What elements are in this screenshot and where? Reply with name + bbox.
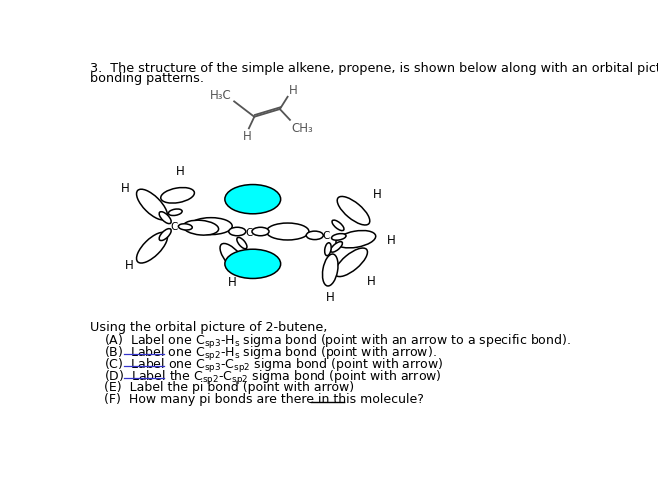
Ellipse shape	[190, 218, 232, 235]
Text: H: H	[387, 233, 395, 246]
Text: H: H	[372, 187, 381, 200]
Text: H: H	[228, 276, 236, 288]
Text: H: H	[289, 84, 298, 97]
Ellipse shape	[337, 197, 370, 226]
Ellipse shape	[161, 188, 194, 204]
Text: CH₃: CH₃	[291, 121, 313, 134]
Text: 3.  The structure of the simple alkene, propene, is shown below along with an or: 3. The structure of the simple alkene, p…	[90, 62, 658, 75]
Ellipse shape	[252, 228, 269, 236]
Text: (C)  Label one $\mathregular{C_{sp3}}$-$\mathregular{C_{sp2}}$ sigma bond (point: (C) Label one $\mathregular{C_{sp3}}$-$\…	[104, 356, 443, 374]
Text: (E)  Label the pi bond (point with arrow): (E) Label the pi bond (point with arrow)	[104, 380, 354, 393]
Ellipse shape	[330, 242, 342, 252]
Text: H: H	[176, 165, 184, 178]
Ellipse shape	[229, 228, 246, 236]
Ellipse shape	[225, 250, 281, 279]
Ellipse shape	[183, 221, 218, 236]
Ellipse shape	[322, 254, 338, 287]
Ellipse shape	[178, 224, 192, 230]
Ellipse shape	[266, 224, 309, 240]
Text: (B)  Label one $\mathregular{C_{sp2}}$-$\mathregular{H_s}$ sigma bond (point wit: (B) Label one $\mathregular{C_{sp2}}$-$\…	[104, 344, 437, 362]
Text: (D)  Label the $\mathregular{C_{sp2}}$-$\mathregular{C_{sp2}}$ sigma bond (point: (D) Label the $\mathregular{C_{sp2}}$-$\…	[104, 368, 442, 386]
Text: H: H	[243, 130, 252, 143]
Text: C: C	[170, 222, 178, 232]
Text: (A)  Label one $\mathregular{C_{sp3}}$-$\mathregular{H_s}$ sigma bond (point wit: (A) Label one $\mathregular{C_{sp3}}$-$\…	[104, 332, 571, 350]
Ellipse shape	[136, 190, 168, 220]
Text: C: C	[245, 227, 253, 237]
Ellipse shape	[136, 233, 168, 264]
Text: H: H	[326, 291, 335, 304]
Ellipse shape	[336, 231, 376, 248]
Ellipse shape	[335, 249, 367, 277]
Text: Using the orbital picture of 2-butene,: Using the orbital picture of 2-butene,	[90, 320, 328, 334]
Text: H: H	[367, 274, 376, 287]
Ellipse shape	[220, 244, 247, 274]
Ellipse shape	[159, 229, 171, 241]
Ellipse shape	[237, 238, 247, 249]
Text: bonding patterns.: bonding patterns.	[90, 72, 204, 85]
Text: C: C	[322, 231, 330, 241]
Ellipse shape	[324, 243, 331, 256]
Text: (F)  How many pi bonds are there in this molecule?: (F) How many pi bonds are there in this …	[104, 392, 424, 405]
Text: H: H	[121, 182, 130, 195]
Ellipse shape	[306, 232, 323, 240]
Ellipse shape	[332, 234, 346, 240]
Ellipse shape	[168, 210, 182, 216]
Ellipse shape	[332, 221, 344, 231]
Text: H₃C: H₃C	[210, 88, 232, 101]
Ellipse shape	[225, 185, 281, 215]
Ellipse shape	[159, 212, 171, 224]
Text: H: H	[124, 259, 133, 272]
